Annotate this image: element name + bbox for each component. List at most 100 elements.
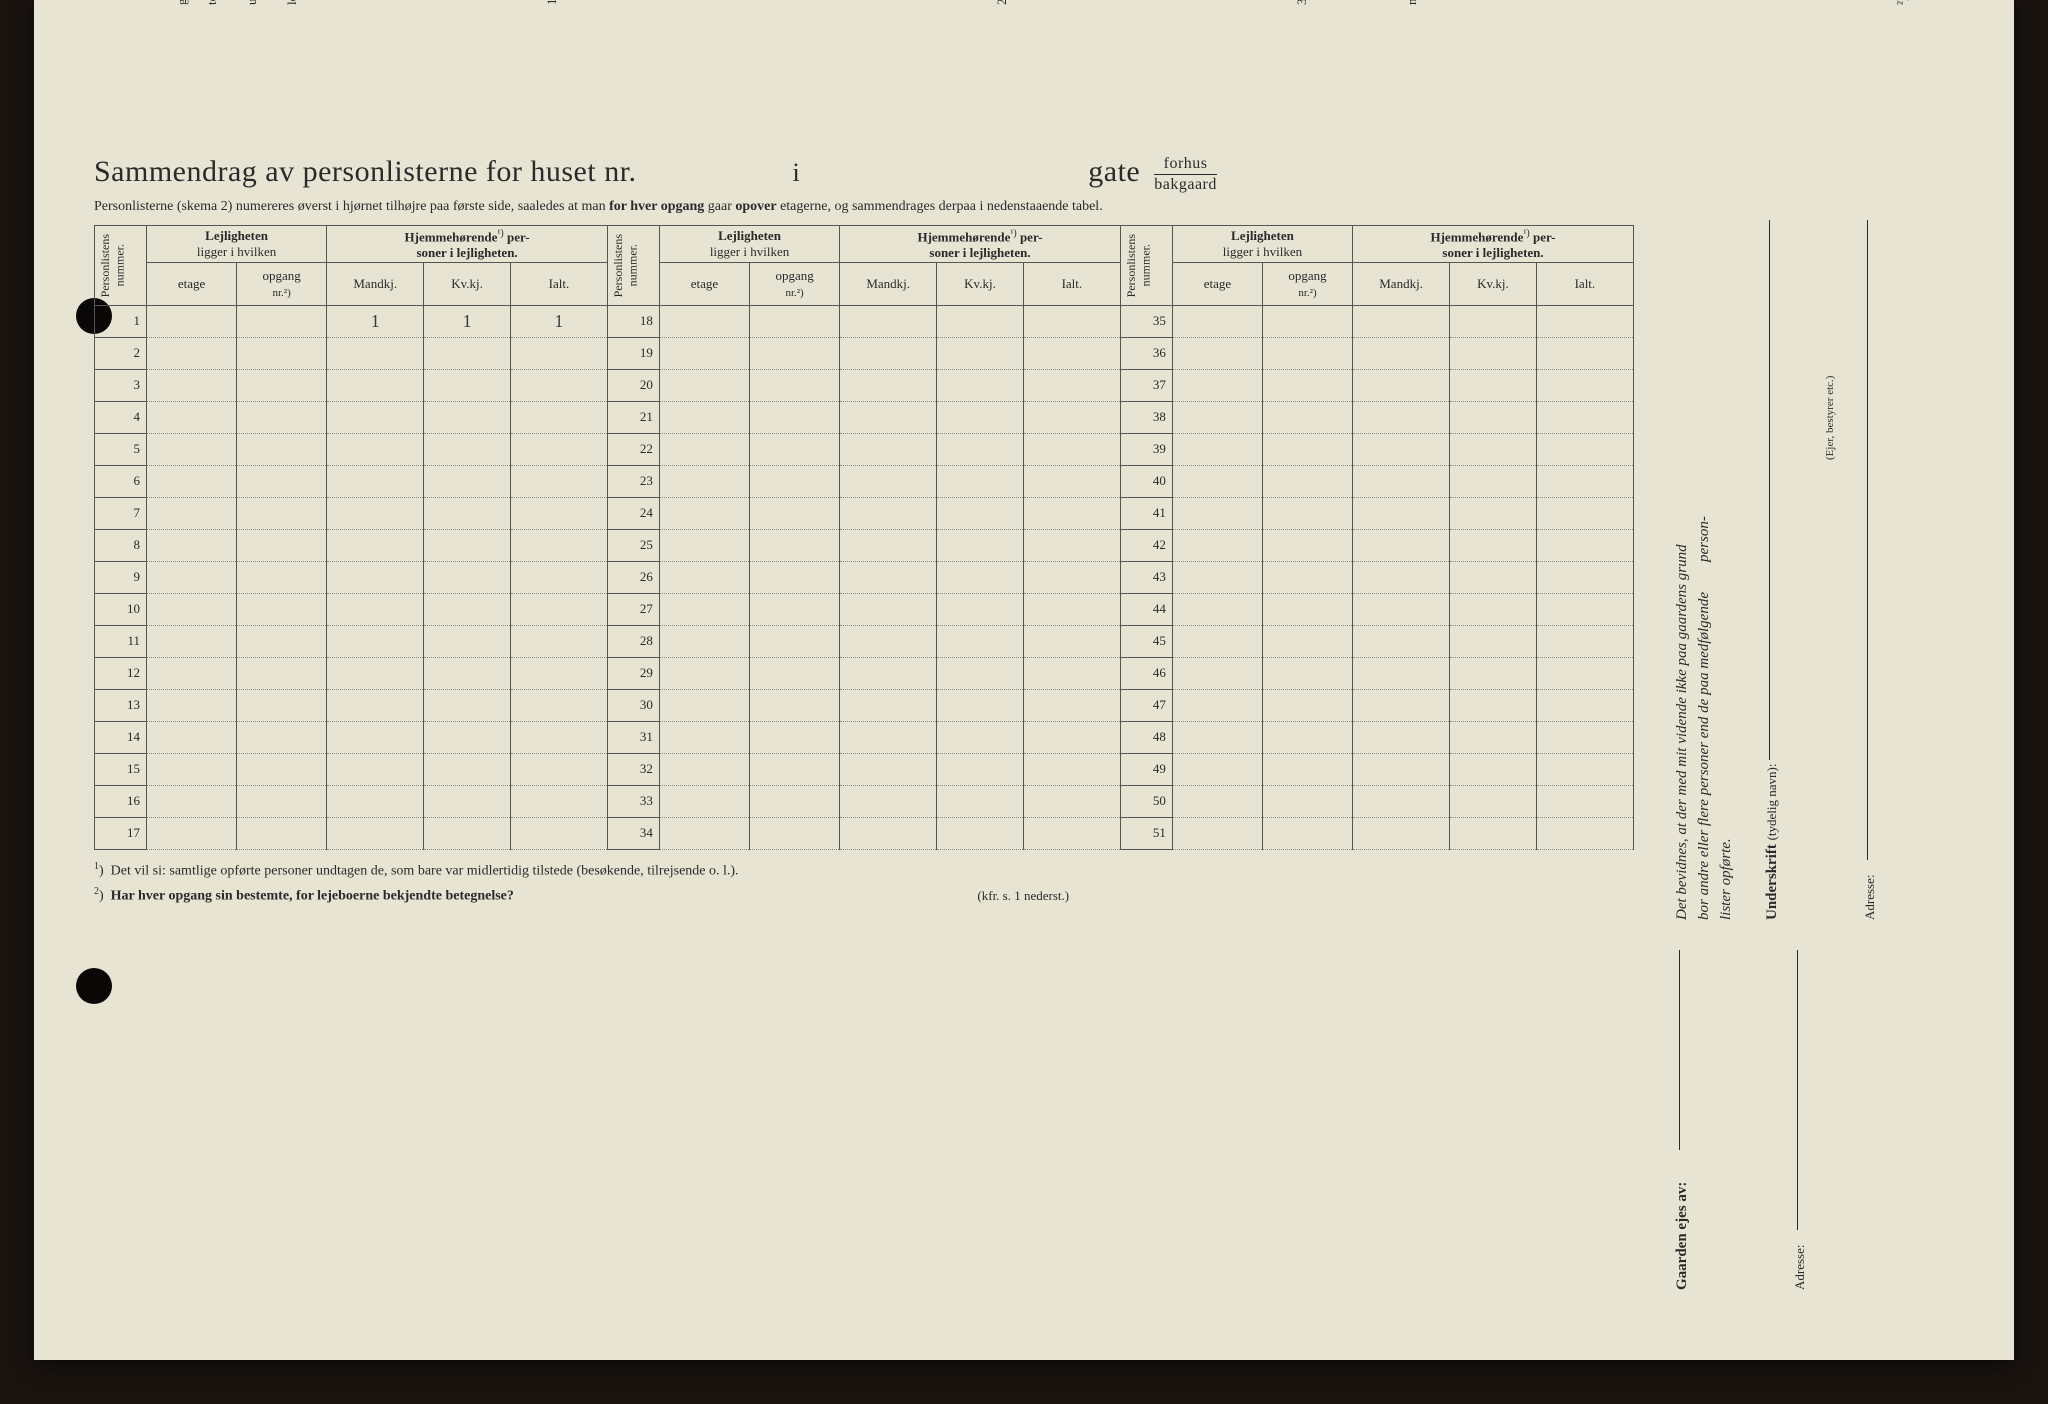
col-personlistens: Personlistensnummer. bbox=[609, 228, 642, 303]
footnotes: 1) Det vil si: samtlige opførte personer… bbox=[94, 858, 1634, 909]
row-number: 45 bbox=[1120, 625, 1172, 657]
cell bbox=[840, 529, 937, 561]
cell bbox=[146, 657, 236, 689]
cell bbox=[1353, 305, 1450, 337]
row-number: 35 bbox=[1120, 305, 1172, 337]
cell bbox=[146, 305, 236, 337]
bevidnes-line3: lister opførte. bbox=[1718, 838, 1735, 920]
col-lejligheten: Lejlighetenligger i hvilken bbox=[659, 225, 839, 263]
frag-nem: neml bbox=[1404, 0, 1420, 5]
cell bbox=[750, 369, 840, 401]
cell bbox=[1450, 753, 1537, 785]
cell bbox=[659, 721, 749, 753]
cell bbox=[1023, 433, 1120, 465]
gaarden-label: Gaarden ejes av: bbox=[1674, 1182, 1691, 1290]
cell bbox=[424, 657, 511, 689]
table-row: 112845 bbox=[95, 625, 1634, 657]
cell bbox=[750, 625, 840, 657]
forhus-label: forhus bbox=[1154, 156, 1217, 175]
table-row: 163350 bbox=[95, 785, 1634, 817]
cell bbox=[1450, 465, 1537, 497]
row-number: 19 bbox=[607, 337, 659, 369]
cell bbox=[1023, 817, 1120, 849]
cell bbox=[1450, 593, 1537, 625]
table-row: 62340 bbox=[95, 465, 1634, 497]
cell bbox=[1262, 529, 1352, 561]
cell bbox=[937, 689, 1024, 721]
cell bbox=[659, 529, 749, 561]
cell bbox=[750, 561, 840, 593]
cell bbox=[327, 689, 424, 721]
signature-block: Det bevidnes, at der med mit vidende ikk… bbox=[1614, 160, 1974, 1260]
row-number: 31 bbox=[607, 721, 659, 753]
cell bbox=[1262, 561, 1352, 593]
row-number: 9 bbox=[95, 561, 147, 593]
cell bbox=[659, 561, 749, 593]
cell bbox=[1023, 785, 1120, 817]
cell bbox=[1353, 561, 1450, 593]
row-number: 33 bbox=[607, 785, 659, 817]
cell bbox=[1450, 529, 1537, 561]
cell bbox=[510, 785, 607, 817]
row-number: 13 bbox=[95, 689, 147, 721]
underskrift-line bbox=[1769, 220, 1770, 760]
cell bbox=[510, 497, 607, 529]
cell bbox=[510, 817, 607, 849]
row-number: 2 bbox=[95, 337, 147, 369]
cell bbox=[659, 465, 749, 497]
cell bbox=[146, 561, 236, 593]
cell bbox=[1172, 785, 1262, 817]
table-row: 173451 bbox=[95, 817, 1634, 849]
table-row: 72441 bbox=[95, 497, 1634, 529]
row-number: 24 bbox=[607, 497, 659, 529]
cell bbox=[510, 593, 607, 625]
row-number: 37 bbox=[1120, 369, 1172, 401]
cell bbox=[840, 625, 937, 657]
cell bbox=[840, 561, 937, 593]
cell bbox=[1353, 337, 1450, 369]
cell bbox=[237, 561, 327, 593]
cell bbox=[750, 593, 840, 625]
cell bbox=[750, 657, 840, 689]
cell bbox=[937, 401, 1024, 433]
cell bbox=[1450, 721, 1537, 753]
row-number: 22 bbox=[607, 433, 659, 465]
cell bbox=[327, 337, 424, 369]
cell bbox=[750, 529, 840, 561]
cell bbox=[937, 817, 1024, 849]
title-i: i bbox=[793, 158, 801, 187]
frag-1: 1. bbox=[544, 0, 560, 5]
cell bbox=[1262, 689, 1352, 721]
cell bbox=[1450, 497, 1537, 529]
cell bbox=[937, 625, 1024, 657]
cell bbox=[1172, 529, 1262, 561]
cell bbox=[424, 721, 511, 753]
adresse-label: Adresse: bbox=[1862, 875, 1878, 921]
row-number: 36 bbox=[1120, 337, 1172, 369]
row-number: 41 bbox=[1120, 497, 1172, 529]
cell bbox=[1262, 721, 1352, 753]
cell bbox=[840, 785, 937, 817]
cell bbox=[327, 433, 424, 465]
row-number: 32 bbox=[607, 753, 659, 785]
cell bbox=[146, 625, 236, 657]
cell bbox=[327, 561, 424, 593]
cell bbox=[237, 625, 327, 657]
cell bbox=[1353, 497, 1450, 529]
cell bbox=[327, 465, 424, 497]
cell bbox=[237, 785, 327, 817]
cell bbox=[327, 529, 424, 561]
cell bbox=[510, 561, 607, 593]
col-hjemme: Hjemmehørende¹) per-soner i lejligheten. bbox=[840, 225, 1121, 263]
cell bbox=[659, 753, 749, 785]
row-number: 18 bbox=[607, 305, 659, 337]
cell bbox=[1353, 369, 1450, 401]
frag-ub: ub bbox=[244, 0, 260, 5]
row-number: 28 bbox=[607, 625, 659, 657]
cell bbox=[937, 561, 1024, 593]
table-row: 102744 bbox=[95, 593, 1634, 625]
footnote-2: 2) Har hver opgang sin bestemte, for lej… bbox=[94, 883, 1634, 908]
col-personlistens: Personlistensnummer. bbox=[1122, 228, 1155, 303]
row-number: 8 bbox=[95, 529, 147, 561]
row-number: 21 bbox=[607, 401, 659, 433]
